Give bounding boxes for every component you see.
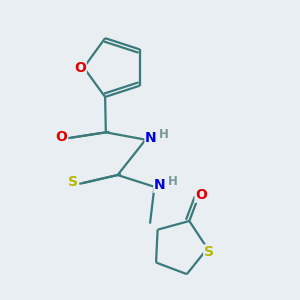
- Text: H: H: [168, 175, 178, 188]
- Text: N: N: [145, 131, 157, 145]
- Text: S: S: [204, 245, 214, 259]
- Text: N: N: [154, 178, 166, 192]
- Text: O: O: [74, 61, 86, 75]
- Text: S: S: [68, 176, 78, 189]
- Text: O: O: [195, 188, 207, 202]
- Text: H: H: [159, 128, 169, 141]
- Text: O: O: [56, 130, 68, 144]
